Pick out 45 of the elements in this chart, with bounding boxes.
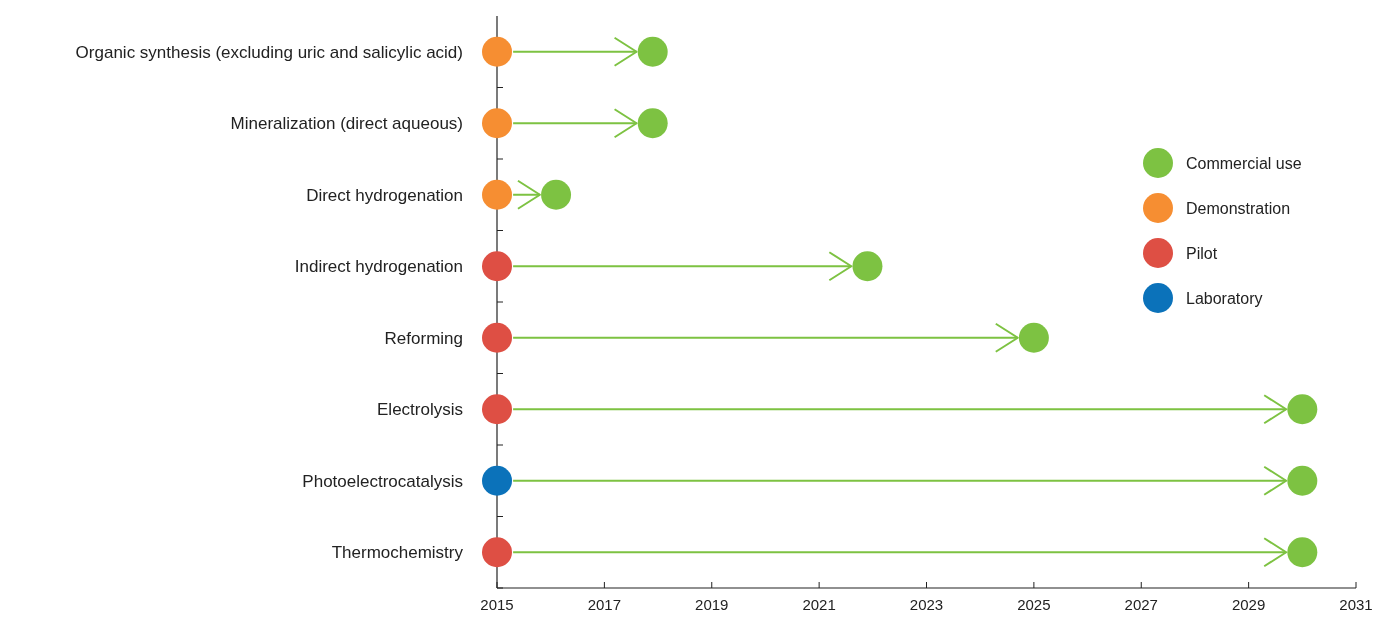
point (482, 108, 512, 139)
point (637, 108, 668, 139)
y-tick-label: Indirect hydrogenation (294, 257, 463, 277)
y-tick-label: Direct hydrogenation (306, 185, 463, 205)
y-tick-label: Photoelectrocatalysis (302, 471, 463, 491)
x-tick-label: 2017 (587, 596, 622, 613)
x-tick-label: 2031 (1339, 596, 1373, 613)
legend-label: Commercial use (1186, 155, 1302, 172)
point (1287, 537, 1318, 568)
bar (513, 193, 540, 196)
y-tick-label: Reforming (384, 328, 463, 348)
legend-label: Laboratory (1186, 290, 1263, 307)
point (482, 465, 512, 496)
legend-label: Pilot (1186, 245, 1218, 262)
point (482, 36, 512, 67)
x-tick-label: 2015 (480, 596, 514, 613)
y-tick-label: Thermochemistry (331, 543, 464, 563)
y-tick-label: Mineralization (direct aqueous) (230, 114, 463, 134)
bar (513, 122, 637, 125)
point (1018, 322, 1049, 353)
point (482, 394, 512, 425)
x-tick-label: 2023 (909, 596, 944, 613)
x-tick-label: 2027 (1124, 596, 1158, 613)
point (637, 36, 668, 67)
bar (513, 336, 1018, 339)
legend-label: Demonstration (1186, 200, 1291, 217)
y-tick-label: Electrolysis (377, 400, 463, 420)
point (1287, 394, 1318, 425)
bar (513, 50, 637, 53)
bar (513, 408, 1287, 411)
x-tick-label: 2021 (802, 596, 836, 613)
point (482, 322, 512, 353)
point (541, 179, 572, 210)
point (852, 251, 883, 282)
bar (513, 265, 852, 268)
point (482, 179, 512, 210)
bar (513, 551, 1287, 554)
bar (513, 479, 1287, 482)
point (482, 251, 512, 282)
x-tick-label: 2025 (1017, 596, 1051, 613)
y-tick-label: Organic synthesis (excluding uric and salicylic acid) (75, 42, 463, 62)
point (1287, 465, 1318, 496)
x-tick-label: 2029 (1231, 596, 1266, 613)
point (482, 537, 512, 568)
x-tick-label: 2019 (695, 596, 729, 613)
